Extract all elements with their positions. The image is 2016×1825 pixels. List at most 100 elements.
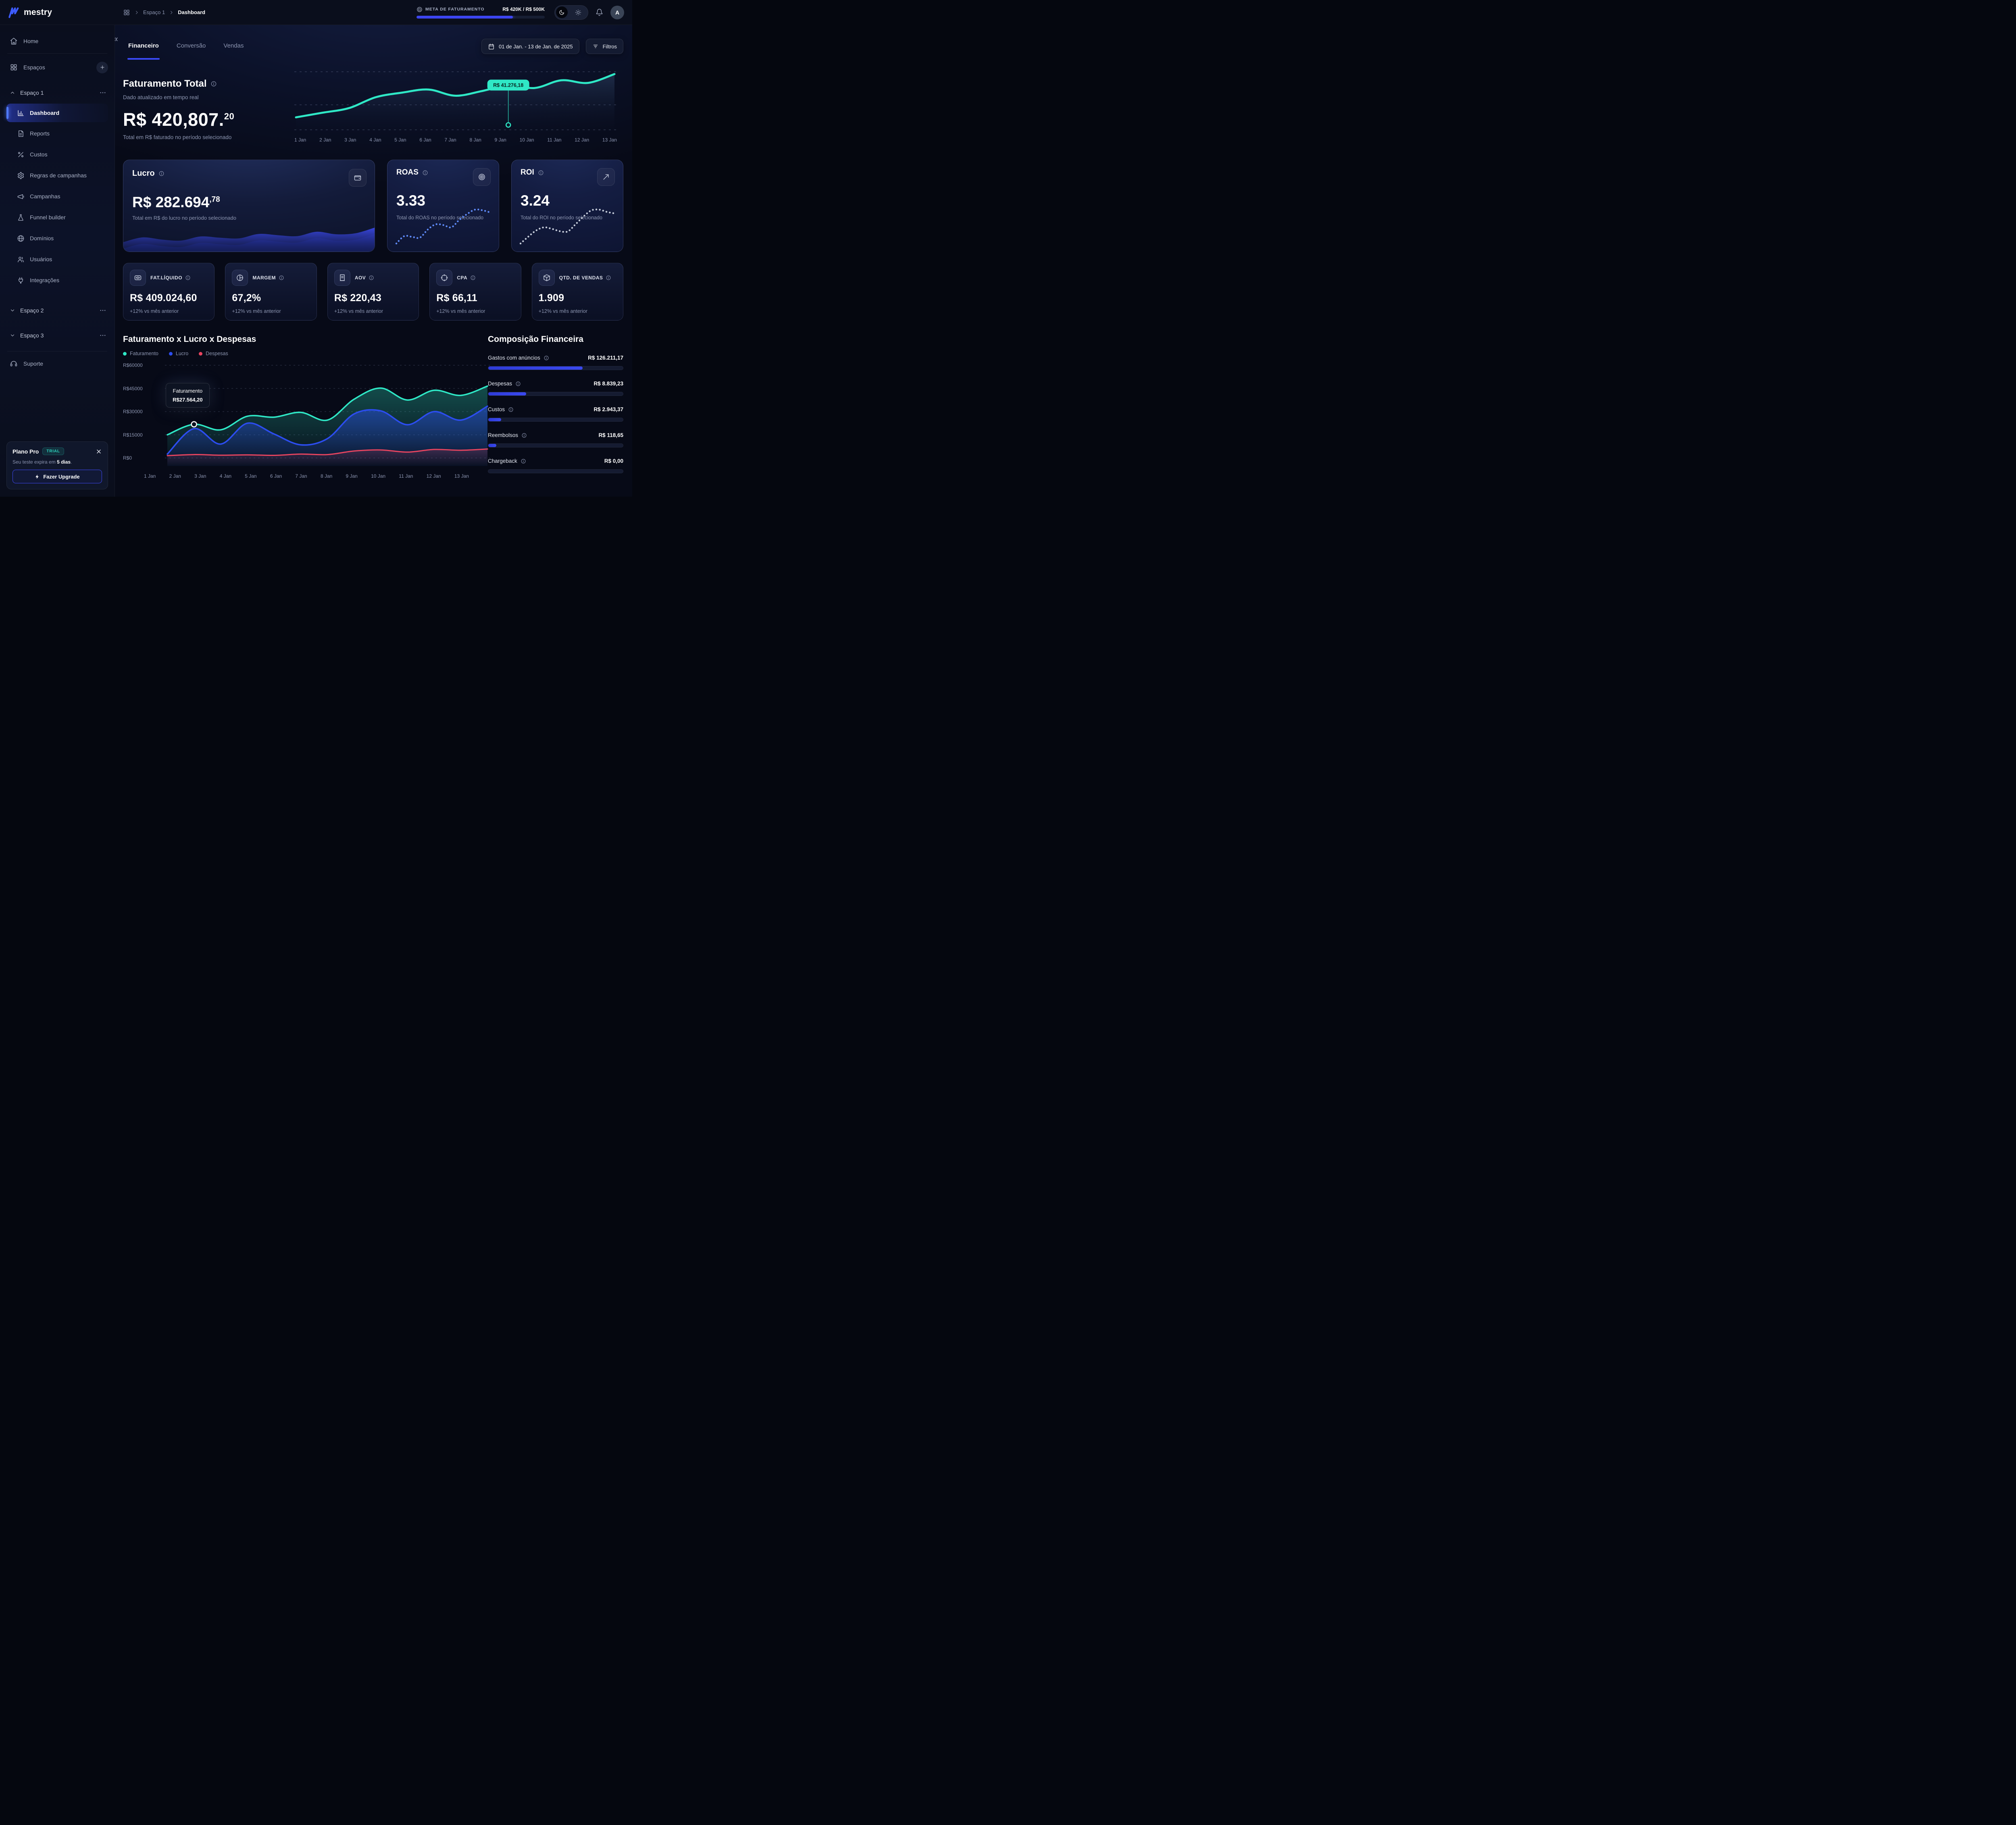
row-value: R$ 0,00 (604, 458, 623, 464)
row-progressbar (488, 418, 623, 422)
tab-vendas[interactable]: Vendas (223, 42, 244, 49)
user-avatar[interactable]: A (610, 5, 624, 19)
sidebar-item-integracoes[interactable]: Integrações (0, 270, 115, 291)
brand-logo[interactable]: mestry (0, 7, 115, 18)
collapse-sidebar-icon[interactable]: « (113, 35, 118, 44)
roas-value: 3.33 (396, 192, 426, 209)
top-header: mestry Espaço 1 Dashboard META DE FATURA… (0, 0, 632, 25)
app-window: mestry Espaço 1 Dashboard META DE FATURA… (0, 0, 632, 497)
megaphone-icon (17, 194, 24, 199)
revenue-caption: Total em R$ faturado no período selecion… (123, 134, 232, 140)
notifications-bell-icon[interactable] (596, 8, 603, 16)
sidebar-item-usuarios[interactable]: Usuários (0, 249, 115, 270)
grid-icon[interactable] (123, 9, 130, 16)
theme-toggle[interactable] (554, 5, 588, 20)
lucro-card: Lucro R$ 282.694,78 Total em R$ do lucro… (123, 160, 375, 252)
divider (7, 351, 107, 352)
row-label: Despesas (488, 381, 512, 387)
info-icon[interactable] (369, 275, 374, 281)
sidebar-item-home[interactable]: Home (0, 32, 115, 50)
breadcrumb-page: Dashboard (178, 9, 206, 15)
sidebar-item-campanhas[interactable]: Campanhas (0, 186, 115, 207)
tab-financeiro[interactable]: Financeiro (127, 42, 160, 60)
trending-up-icon[interactable] (597, 168, 615, 186)
wallet-icon[interactable] (349, 169, 367, 187)
roi-sparkline (518, 206, 616, 248)
sidebar-item-funnel-builder[interactable]: Funnel builder (0, 207, 115, 228)
info-icon[interactable] (158, 171, 165, 177)
goal-value: R$ 420K / R$ 500K (502, 6, 545, 12)
kpi-value: R$ 220,43 (334, 292, 381, 304)
roas-title: ROAS (396, 168, 419, 177)
sun-icon[interactable] (569, 9, 587, 16)
sidebar-space-1[interactable]: Espaço 1 (0, 83, 115, 102)
info-icon[interactable] (521, 433, 527, 438)
filters-button[interactable]: Filtros (585, 39, 623, 54)
space-menu-ellipsis-icon[interactable] (99, 307, 106, 314)
legend-despesas[interactable]: Despesas (199, 351, 228, 356)
sidebar-item-label: Suporte (23, 360, 44, 367)
revenue-value: R$ 420,807.20 (123, 109, 235, 130)
tab-conversao[interactable]: Conversão (176, 42, 206, 49)
info-icon[interactable] (538, 170, 544, 176)
info-icon[interactable] (470, 275, 476, 281)
legend-faturamento[interactable]: Faturamento (123, 351, 158, 356)
info-icon[interactable] (515, 381, 521, 387)
users-icon (18, 256, 24, 262)
sidebar-space-3[interactable]: Espaço 3 (0, 326, 115, 345)
row-value: R$ 2.943,37 (594, 406, 623, 412)
sidebar-item-regras-de-campanhas[interactable]: Regras de campanhas (0, 165, 115, 186)
dashboard-chart-icon (18, 110, 24, 116)
chevron-down-icon (11, 309, 14, 312)
space-menu-ellipsis-icon[interactable] (99, 332, 106, 339)
info-icon[interactable] (422, 170, 428, 176)
y-axis-tick: R$60000 (123, 362, 143, 368)
sidebar-item-label: Dashboard (30, 110, 60, 116)
date-range-picker[interactable]: 01 de Jan. - 13 de Jan. de 2025 (481, 39, 579, 54)
space-label: Espaço 2 (20, 307, 44, 314)
sidebar-item-label: Integrações (30, 277, 60, 283)
info-icon[interactable] (521, 458, 526, 464)
add-space-button[interactable] (96, 61, 108, 73)
sidebar-space-2[interactable]: Espaço 2 (0, 301, 115, 320)
close-icon[interactable] (96, 448, 102, 455)
chevron-down-icon (11, 334, 14, 337)
filter-icon (593, 45, 598, 48)
sidebar-section-espacos[interactable]: Espaços (0, 58, 115, 77)
sidebar-item-dominios[interactable]: Domínios (0, 228, 115, 249)
home-icon (10, 37, 17, 45)
revenue-subtitle: Dado atualizado em tempo real (123, 94, 199, 100)
space-menu-ellipsis-icon[interactable] (99, 89, 106, 96)
target-icon[interactable] (473, 168, 491, 186)
pie-chart-icon (232, 270, 248, 286)
main-content: « Financeiro Conversão Vendas 01 de Jan.… (113, 25, 632, 497)
kpi-value: 1.909 (538, 292, 564, 304)
sidebar-item-reports[interactable]: Reports (0, 123, 115, 144)
revenue-line-chart[interactable]: R$ 41.276,18 1 Jan 2 Jan 3 Jan 4 Jan 5 Jan 6 … (294, 65, 617, 152)
legend-lucro[interactable]: Lucro (169, 351, 188, 356)
upgrade-button[interactable]: Fazer Upgrade (12, 470, 102, 483)
plan-card: Plano Pro TRIAL Seu teste expira em 5 di… (6, 441, 108, 489)
sidebar-item-suporte[interactable]: Suporte (0, 355, 115, 372)
sidebar-item-dashboard[interactable]: Dashboard (6, 104, 108, 122)
info-icon[interactable] (508, 407, 514, 412)
info-icon[interactable] (279, 275, 284, 281)
moon-icon[interactable] (556, 6, 568, 18)
kpi-delta: +12% vs mês anterior (538, 308, 587, 314)
comparison-chart-title: Faturamento x Lucro x Despesas (123, 335, 256, 344)
sidebar-item-custos[interactable]: Custos (0, 144, 115, 165)
sidebar: Home Espaços Espaço 1 Dashboard Reports (0, 25, 115, 497)
info-icon[interactable] (210, 81, 217, 87)
row-progressbar (488, 443, 623, 447)
mestry-logo-icon (8, 7, 19, 18)
row-label: Custos (488, 406, 505, 412)
info-icon[interactable] (544, 355, 549, 361)
info-icon[interactable] (185, 275, 191, 281)
goal-progressbar (417, 15, 545, 19)
filters-label: Filtros (602, 43, 617, 50)
sidebar-item-label: Regras de campanhas (30, 172, 87, 179)
info-icon[interactable] (606, 275, 611, 281)
comparison-area-chart[interactable]: R$60000 R$45000 R$30000 R$15000 R$0 Faturamen… (123, 362, 490, 470)
breadcrumb-space[interactable]: Espaço 1 (143, 9, 165, 15)
gear-icon (17, 172, 24, 179)
